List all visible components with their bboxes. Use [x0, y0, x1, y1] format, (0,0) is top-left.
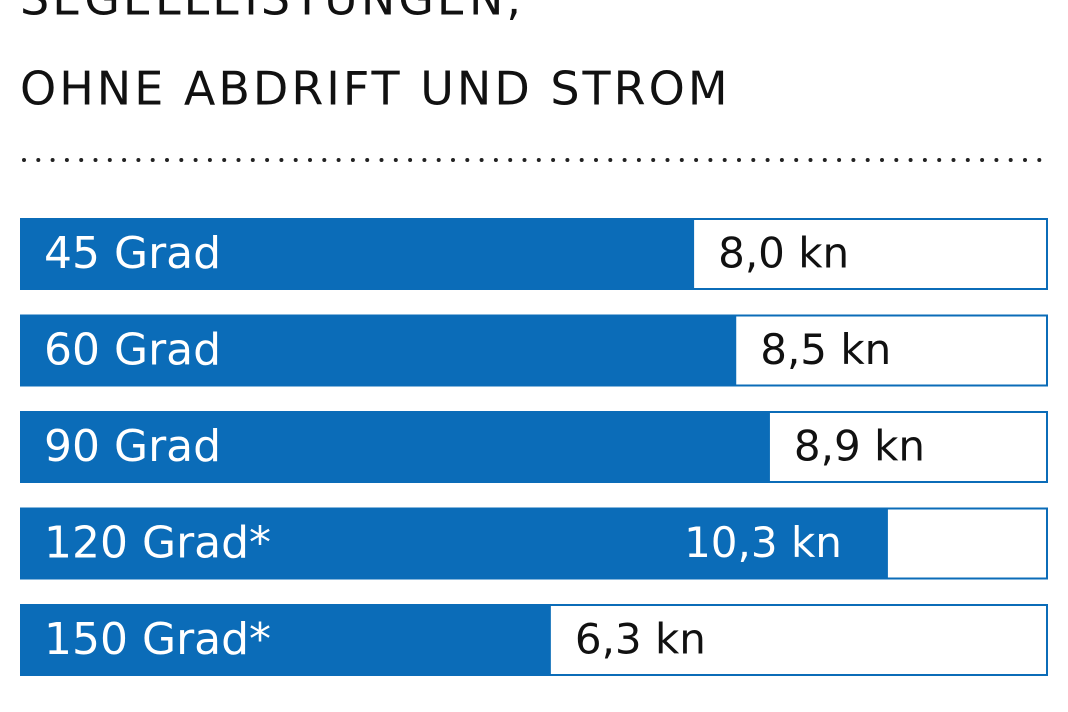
- category-label: 120 Grad*: [44, 518, 271, 569]
- category-label: 60 Grad: [44, 325, 221, 376]
- value-label: 10,3 kn: [684, 518, 842, 567]
- category-label: 90 Grad: [44, 421, 221, 472]
- bar: [20, 507, 888, 580]
- bar: [20, 218, 695, 290]
- category-label: 45 Grad: [44, 228, 221, 279]
- bar: [20, 314, 737, 387]
- value-label: 8,5 kn: [760, 325, 891, 374]
- category-label: 150 Grad*: [44, 614, 271, 665]
- value-label: 6,3 kn: [575, 615, 706, 664]
- bar: [20, 604, 551, 676]
- value-label: 8,9 kn: [794, 422, 925, 471]
- chart-title: OHNE ABDRIFT UND STROM: [20, 62, 731, 116]
- bar: [20, 411, 770, 483]
- value-label: 8,0 kn: [718, 229, 849, 278]
- chart-title: SEGELLEISTUNGEN,: [20, 0, 524, 26]
